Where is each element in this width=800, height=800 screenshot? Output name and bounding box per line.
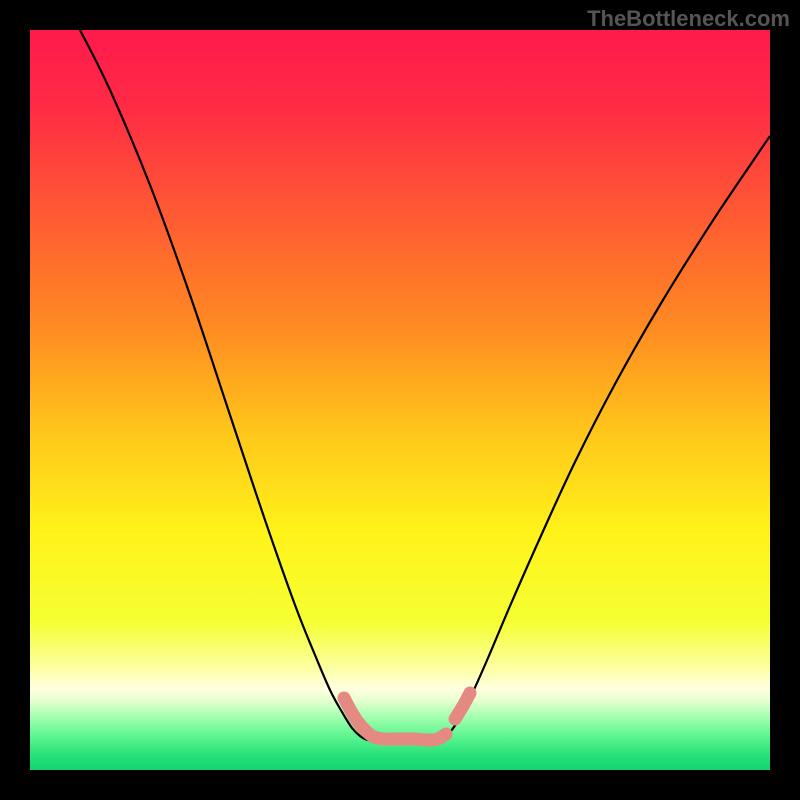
optimal-zone-marker-0 [344,698,446,740]
bottleneck-curve [80,30,770,740]
watermark-text: TheBottleneck.com [587,6,790,32]
optimal-zone-marker-1 [455,693,470,719]
chart-frame: TheBottleneck.com [0,0,800,800]
chart-overlay [0,0,800,800]
